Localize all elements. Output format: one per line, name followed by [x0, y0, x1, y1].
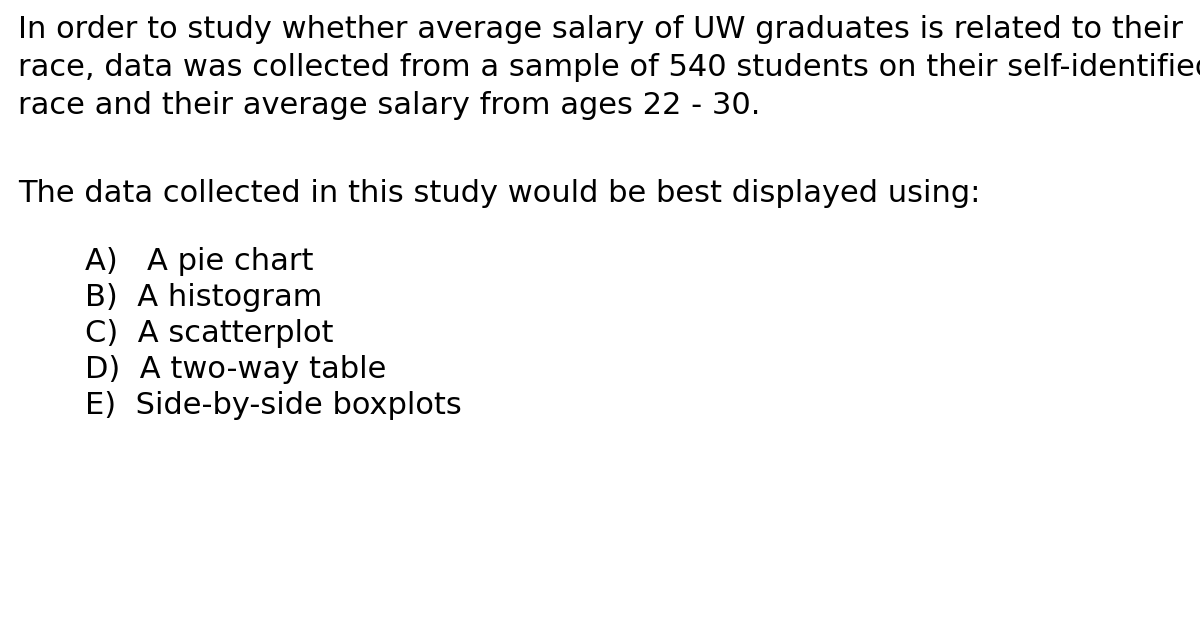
Text: The data collected in this study would be best displayed using:: The data collected in this study would b…	[18, 179, 980, 208]
Text: A)   A pie chart: A) A pie chart	[85, 247, 313, 276]
Text: In order to study whether average salary of UW graduates is related to their: In order to study whether average salary…	[18, 15, 1183, 44]
Text: B)  A histogram: B) A histogram	[85, 283, 323, 312]
Text: race and their average salary from ages 22 - 30.: race and their average salary from ages …	[18, 91, 761, 120]
Text: race, data was collected from a sample of 540 students on their self-identified: race, data was collected from a sample o…	[18, 53, 1200, 82]
Text: E)  Side-by-side boxplots: E) Side-by-side boxplots	[85, 391, 462, 420]
Text: D)  A two-way table: D) A two-way table	[85, 355, 386, 384]
Text: C)  A scatterplot: C) A scatterplot	[85, 319, 334, 348]
